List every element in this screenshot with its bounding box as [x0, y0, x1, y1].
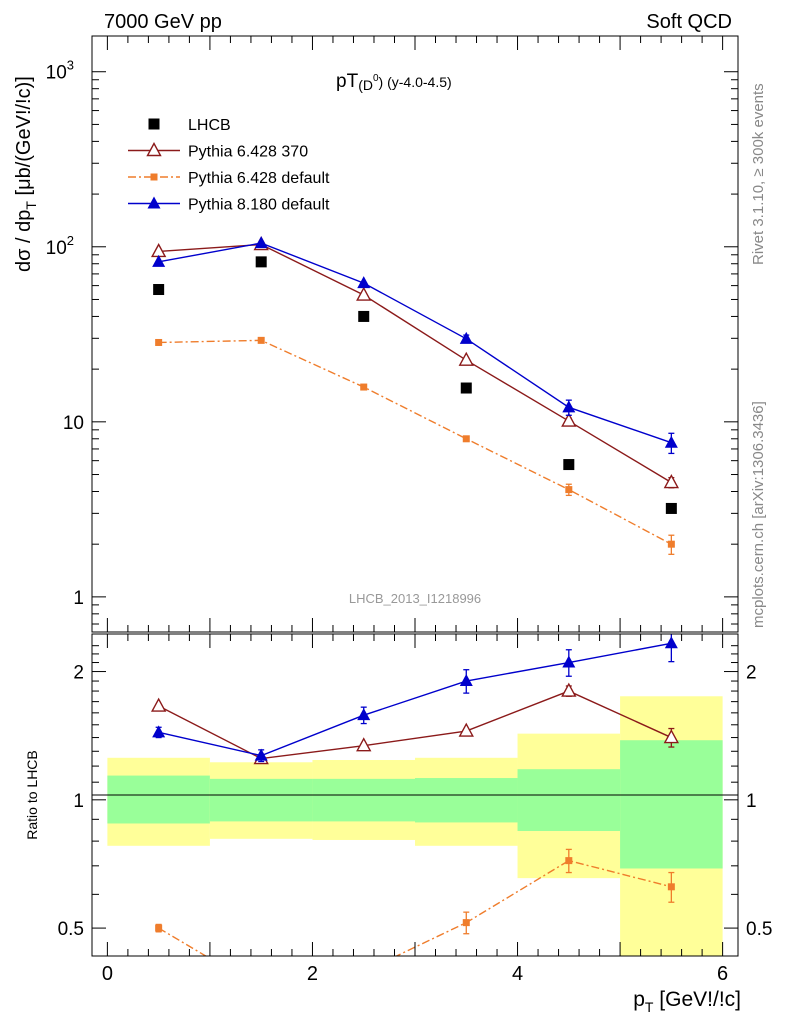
ratio-point	[565, 857, 573, 865]
ratio-point	[663, 729, 680, 744]
y-tick-label: 103	[46, 58, 74, 84]
uncertainty-band-inner	[107, 775, 210, 824]
uncertainty-band-inner	[209, 778, 313, 822]
legend-item: Pythia 6.428 370	[128, 142, 308, 161]
main-series-2	[155, 336, 675, 555]
y-tick-label: 10	[63, 413, 84, 434]
main-point	[561, 412, 577, 427]
main-series-3	[152, 236, 678, 455]
main-plot: 1 10 102 103 pT(D0) (y-4.0-4.5) LHCB_2013_I…	[13, 35, 739, 633]
ratio-y-tick-label-left: 1	[73, 791, 84, 812]
ratio-point	[357, 708, 371, 721]
main-point	[358, 310, 370, 322]
ratio-point	[561, 682, 577, 697]
legend: LHCB Pythia 6.428 370 Pythia 6.428 default…	[128, 117, 330, 214]
main-point	[563, 459, 575, 471]
legend-marker	[150, 173, 158, 181]
ratio-point	[155, 924, 163, 932]
ratio-series-line-2	[158, 642, 672, 757]
main-point	[663, 474, 680, 489]
main-point	[155, 338, 163, 346]
main-series-line-3	[158, 242, 672, 444]
y-tick-label: 1	[73, 588, 84, 609]
legend-marker	[146, 142, 162, 157]
main-point	[562, 400, 576, 413]
ratio-point	[152, 725, 166, 738]
rivet-label: Rivet 3.1.10, ≥ 300k events	[750, 83, 767, 265]
main-point	[153, 284, 165, 296]
x-axis-label: pT [GeV!/!c]	[633, 988, 741, 1015]
legend-item: Pythia 6.428 default	[128, 170, 330, 187]
legend-item: Pythia 8.180 default	[128, 196, 330, 214]
main-point	[356, 286, 372, 301]
ratio-y-tick-label-right: 1	[746, 791, 757, 812]
analysis-watermark: LHCB_2013_I1218996	[349, 591, 481, 606]
main-point	[357, 276, 371, 289]
header-left: 7000 GeV pp	[104, 11, 222, 33]
main-point	[565, 486, 573, 494]
legend-marker	[147, 196, 161, 209]
legend-item: LHCB	[148, 117, 231, 134]
ratio-y-label: Ratio to LHCB	[24, 750, 40, 839]
x-tick-label: 2	[307, 963, 318, 985]
ratio-point	[462, 919, 470, 927]
ratio-y-tick-label-left: 0.5	[58, 919, 84, 940]
main-point	[462, 435, 470, 443]
source-label: mcplots.cern.ch [arXiv:1306.3436]	[750, 401, 767, 628]
x-tick-label: 4	[512, 963, 523, 985]
ratio-point	[664, 636, 678, 649]
x-tick-label: 0	[102, 963, 113, 985]
y-tick-label: 102	[46, 233, 74, 259]
x-tick-label: 6	[717, 963, 728, 985]
main-point	[458, 351, 474, 366]
main-series-line-2	[158, 339, 672, 545]
ratio-series-0	[150, 682, 680, 765]
main-point	[255, 256, 267, 268]
main-point	[667, 540, 675, 548]
main-point	[360, 383, 368, 391]
ratio-point	[150, 697, 167, 712]
ratio-point	[667, 883, 675, 891]
main-point	[152, 254, 166, 267]
uncertainty-band-inner	[312, 778, 415, 822]
legend-label: Pythia 6.428 default	[188, 170, 330, 187]
uncertainty-band-inner	[620, 740, 723, 869]
ratio-y-tick-label-right: 0.5	[746, 919, 772, 940]
header-right: Soft QCD	[646, 11, 732, 33]
main-point	[665, 502, 677, 514]
ratio-plot: 0 2 4 6 0.5 0.5 1 1 2 2 Ratio to LHCB pT [GeV!/!c…	[24, 633, 772, 1015]
ratio-series-2	[152, 634, 678, 763]
ratio-series-line-0	[158, 690, 672, 760]
ratio-point	[360, 968, 367, 975]
legend-label: Pythia 8.180 default	[188, 197, 330, 214]
legend-label: LHCB	[188, 117, 231, 134]
main-series-line-1	[158, 243, 672, 484]
ratio-point	[458, 722, 474, 737]
main-point	[459, 331, 473, 344]
ratio-point	[258, 985, 265, 992]
main-point	[460, 382, 472, 394]
main-point	[254, 236, 268, 249]
ratio-series-line-1	[158, 859, 672, 956]
uncertainty-band-inner	[517, 769, 621, 831]
y-axis-label: dσ / dpT [μb/(GeV!/!c)]	[13, 76, 39, 272]
ratio-y-tick-label-right: 2	[746, 663, 757, 684]
ratio-y-tick-label-left: 2	[73, 663, 84, 684]
ratio-point	[254, 748, 268, 761]
ratio-point	[356, 737, 372, 752]
uncertainty-band-inner	[415, 778, 518, 823]
ratio-series-1	[155, 848, 675, 992]
legend-marker	[148, 118, 160, 130]
plot-title: pT(D0) (y-4.0-4.5)	[336, 71, 452, 93]
main-point	[664, 435, 678, 448]
main-point	[257, 336, 265, 344]
main-series-1	[150, 236, 680, 489]
legend-label: Pythia 6.428 370	[188, 144, 308, 161]
ratio-point	[562, 655, 576, 668]
ratio-point	[459, 674, 473, 687]
main-series-0	[153, 256, 677, 514]
